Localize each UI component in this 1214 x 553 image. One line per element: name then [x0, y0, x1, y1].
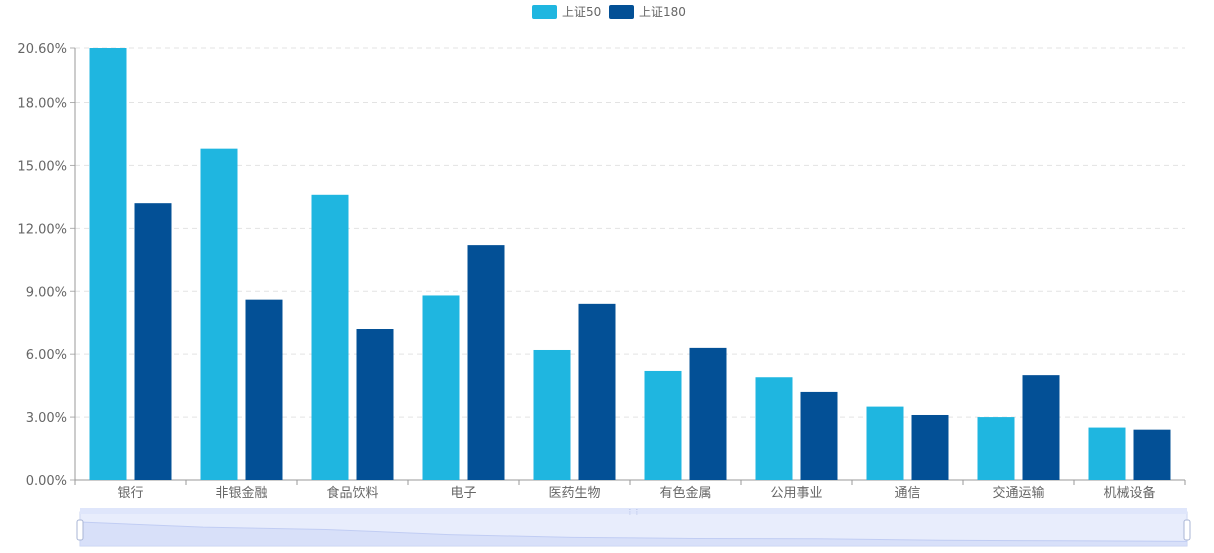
- x-tick-label: 医药生物: [548, 486, 600, 501]
- x-tick-label: 银行: [117, 486, 143, 501]
- bar-sse180[interactable]: [578, 303, 616, 480]
- axes: 0.00% 3.00% 6.00% 9.00% 12.00% 15.00% 18.00% 20…: [17, 42, 1186, 501]
- legend-label-sse180[interactable]: 上证180: [639, 5, 686, 19]
- data-zoom-left-handle[interactable]: [76, 519, 84, 541]
- bars[interactable]: [89, 48, 1171, 481]
- bar-sse50[interactable]: [1088, 427, 1126, 480]
- y-tick-label: 12.00%: [17, 222, 67, 237]
- bar-sse180[interactable]: [134, 203, 172, 481]
- y-tick-label: 6.00%: [26, 348, 67, 363]
- x-tick-label: 非银金融: [215, 485, 267, 501]
- data-zoom-move-handle[interactable]: [80, 508, 1187, 514]
- legend[interactable]: 上证50 上证180: [532, 5, 686, 19]
- x-tick-label: 有色金属: [659, 485, 711, 501]
- bar-sse50[interactable]: [533, 349, 571, 480]
- bar-sse50[interactable]: [977, 417, 1015, 480]
- x-tick-label: 交通运输: [992, 485, 1044, 501]
- x-tick-label: 机械设备: [1103, 485, 1155, 501]
- y-tick-label: 9.00%: [26, 285, 67, 300]
- bar-sse180[interactable]: [245, 299, 283, 480]
- bar-sse180[interactable]: [911, 414, 949, 480]
- bar-sse50[interactable]: [89, 48, 127, 480]
- data-zoom-selected-range[interactable]: [80, 512, 1187, 546]
- y-tick-label: 3.00%: [26, 411, 67, 426]
- y-tick-label: 18.00%: [17, 97, 67, 112]
- grid-lines: [75, 47, 1185, 418]
- x-tick-label: 通信: [894, 486, 920, 501]
- bar-sse50[interactable]: [422, 295, 460, 480]
- legend-label-sse50[interactable]: 上证50: [562, 5, 601, 19]
- y-tick-label: 15.00%: [17, 159, 67, 174]
- x-tick-label: 公用事业: [770, 486, 822, 501]
- data-zoom-right-handle[interactable]: [1183, 519, 1191, 541]
- bar-sse50[interactable]: [644, 370, 682, 480]
- bar-sse180[interactable]: [800, 391, 838, 480]
- bar-sse180[interactable]: [689, 347, 727, 480]
- bar-sse180[interactable]: [467, 245, 505, 480]
- bar-sse50[interactable]: [200, 148, 238, 480]
- bar-sse180[interactable]: [356, 329, 394, 480]
- y-tick-label: 20.60%: [17, 42, 67, 57]
- data-zoom-grip-icon: ⋮⋮: [627, 508, 641, 516]
- y-tick-label: 0.00%: [26, 474, 67, 489]
- data-zoom-slider[interactable]: ⋮⋮: [76, 508, 1191, 547]
- bar-sse50[interactable]: [866, 406, 904, 480]
- legend-swatch-sse180[interactable]: [609, 5, 634, 19]
- legend-swatch-sse50[interactable]: [532, 5, 557, 19]
- x-tick-label: 食品饮料: [326, 485, 378, 501]
- bar-sse50[interactable]: [755, 377, 793, 480]
- bar-sse50[interactable]: [311, 194, 349, 480]
- bar-sse180[interactable]: [1022, 375, 1060, 480]
- x-tick-label: 电子: [450, 486, 476, 501]
- bar-sse180[interactable]: [1133, 429, 1171, 480]
